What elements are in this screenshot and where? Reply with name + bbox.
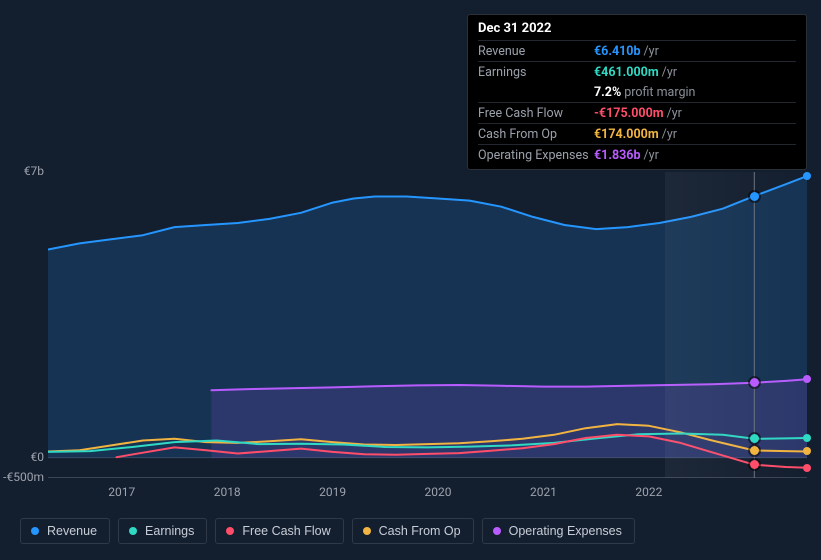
tooltip-row-value: €6.410b	[594, 44, 641, 59]
y-axis-tick: €7b	[24, 164, 44, 178]
tooltip-row-value: -€175.000m	[594, 106, 664, 121]
chart-legend: Revenue Earnings Free Cash Flow Cash From O…	[20, 518, 635, 544]
tooltip-date: Dec 31 2022	[478, 21, 796, 40]
x-axis-tick: 2020	[418, 485, 458, 499]
tooltip-row: 7.2%profit margin	[478, 82, 796, 102]
financials-chart[interactable]	[48, 172, 807, 478]
tooltip-row-label: Operating Expenses	[478, 148, 594, 163]
tooltip-row: Earnings€461.000m/yr	[478, 61, 796, 82]
legend-label: Free Cash Flow	[242, 524, 330, 538]
tooltip-row-value: 7.2%	[594, 85, 621, 100]
cursor-dot	[750, 434, 759, 443]
legend-item[interactable]: Revenue	[20, 518, 110, 544]
tooltip-row-unit: /yr	[644, 148, 659, 163]
legend-label: Revenue	[47, 524, 97, 538]
tooltip-row-label: Revenue	[478, 44, 594, 59]
legend-dot	[363, 527, 371, 535]
tooltip-row: Operating Expenses€1.836b/yr	[478, 144, 796, 165]
legend-item[interactable]: Free Cash Flow	[215, 518, 343, 544]
legend-dot	[493, 527, 501, 535]
cursor-dot	[750, 460, 759, 469]
tooltip-row-value: €1.836b	[594, 148, 641, 163]
series-end-dot	[803, 434, 811, 442]
legend-label: Operating Expenses	[509, 524, 622, 538]
legend-dot	[129, 527, 137, 535]
legend-label: Earnings	[145, 524, 194, 538]
chart-tooltip: Dec 31 2022 Revenue€6.410b/yrEarnings€46…	[467, 14, 807, 170]
tooltip-row-unit: /yr	[667, 106, 682, 121]
cursor-dot	[750, 378, 759, 387]
tooltip-row-unit: /yr	[644, 44, 659, 59]
legend-dot	[31, 527, 39, 535]
x-axis-tick: 2017	[102, 485, 142, 499]
tooltip-row: Free Cash Flow-€175.000m/yr	[478, 102, 796, 123]
x-axis-tick: 2021	[523, 485, 563, 499]
legend-label: Cash From Op	[379, 524, 461, 538]
tooltip-row-label: Earnings	[478, 65, 594, 80]
series-end-dot	[803, 447, 811, 455]
series-end-dot	[803, 375, 811, 383]
tooltip-row: Revenue€6.410b/yr	[478, 40, 796, 61]
tooltip-row-value: €174.000m	[594, 127, 659, 142]
series-end-dot	[803, 464, 811, 472]
tooltip-row-unit: profit margin	[624, 85, 695, 100]
tooltip-row-value: €461.000m	[594, 65, 659, 80]
tooltip-row: Cash From Op€174.000m/yr	[478, 123, 796, 144]
cursor-dot	[750, 192, 759, 201]
tooltip-row-unit: /yr	[662, 65, 677, 80]
legend-item[interactable]: Operating Expenses	[482, 518, 635, 544]
tooltip-row-unit: /yr	[662, 127, 677, 142]
y-axis-tick: -€500m	[3, 470, 44, 484]
cursor-dot	[750, 446, 759, 455]
legend-item[interactable]: Earnings	[118, 518, 207, 544]
legend-dot	[226, 527, 234, 535]
x-axis-tick: 2019	[313, 485, 353, 499]
series-end-dot	[803, 172, 811, 180]
legend-item[interactable]: Cash From Op	[352, 518, 474, 544]
x-axis-tick: 2018	[207, 485, 247, 499]
x-axis-tick: 2022	[629, 485, 669, 499]
tooltip-row-label: Cash From Op	[478, 127, 594, 142]
tooltip-row-label: Free Cash Flow	[478, 106, 594, 121]
y-axis-tick: €0	[31, 450, 45, 464]
